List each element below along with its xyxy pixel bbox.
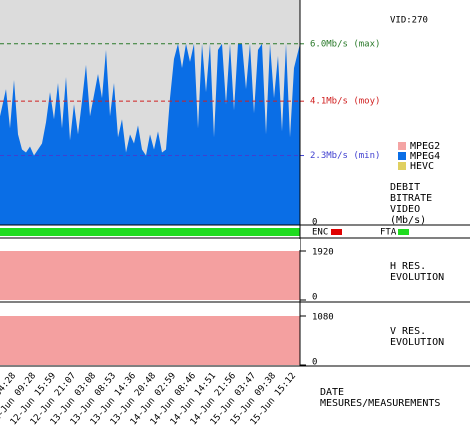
area — [0, 316, 300, 365]
panel-gap — [0, 239, 300, 250]
y-tick-label: 1080 — [312, 313, 334, 323]
legend-label: MPEG2 — [410, 141, 440, 152]
legend-label: MPEG4 — [410, 151, 440, 162]
legend-swatch — [398, 152, 406, 160]
area — [0, 251, 300, 300]
y-tick-label: 0 — [312, 218, 317, 228]
axis-title: H RES. — [390, 261, 426, 272]
legend-swatch — [398, 162, 406, 170]
axis-title: EVOLUTION — [390, 337, 444, 348]
area — [0, 43, 300, 225]
y-tick-label: 0 — [312, 293, 317, 303]
reference-label: 2.3Mb/s (min) — [310, 151, 380, 161]
axis-title: V RES. — [390, 326, 426, 337]
axis-title: EVOLUTION — [390, 272, 444, 283]
legend-label: HEVC — [410, 161, 434, 172]
legend-swatch — [398, 142, 406, 150]
axis-title: BITRATE — [390, 193, 432, 204]
strip-label: FTA — [380, 228, 397, 238]
enc-strip — [0, 228, 300, 236]
axis-title: VIDEO — [390, 204, 420, 215]
y-tick-label: 0 — [312, 358, 317, 368]
x-axis-title: DATE — [320, 387, 344, 398]
vid-label: VID:270 — [390, 16, 428, 26]
axis-title: (Mb/s) — [390, 215, 426, 226]
x-axis-title: MESURES/MEASUREMENTS — [320, 398, 440, 409]
enc-swatch — [331, 229, 342, 235]
reference-label: 4.1Mb/s (moy) — [310, 97, 380, 107]
fta-swatch — [398, 229, 409, 235]
strip-label: ENC — [312, 228, 328, 238]
reference-label: 6.0Mb/s (max) — [310, 39, 380, 49]
y-tick-label: 1920 — [312, 248, 334, 258]
axis-title: DEBIT — [390, 182, 420, 193]
